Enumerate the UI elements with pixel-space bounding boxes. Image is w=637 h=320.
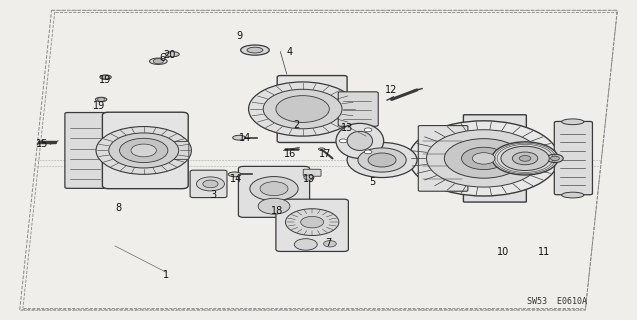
Ellipse shape — [247, 47, 263, 53]
Ellipse shape — [318, 148, 325, 150]
FancyBboxPatch shape — [190, 170, 227, 197]
Text: SW53  E0610A: SW53 E0610A — [527, 297, 587, 306]
FancyBboxPatch shape — [173, 141, 189, 159]
Text: 19: 19 — [303, 174, 315, 184]
Ellipse shape — [96, 97, 107, 102]
Circle shape — [427, 130, 541, 187]
Text: 7: 7 — [325, 238, 331, 248]
Circle shape — [550, 156, 559, 161]
Circle shape — [472, 153, 495, 164]
Circle shape — [358, 148, 406, 172]
FancyBboxPatch shape — [238, 166, 310, 217]
Circle shape — [462, 147, 506, 170]
Text: 19: 19 — [93, 101, 105, 111]
Circle shape — [276, 96, 329, 123]
Circle shape — [368, 153, 396, 167]
Ellipse shape — [347, 131, 373, 150]
Circle shape — [109, 133, 178, 168]
Ellipse shape — [150, 58, 168, 64]
Circle shape — [250, 177, 298, 201]
Circle shape — [120, 138, 168, 163]
FancyBboxPatch shape — [464, 115, 526, 202]
Circle shape — [285, 209, 339, 236]
FancyBboxPatch shape — [103, 112, 188, 189]
FancyBboxPatch shape — [303, 169, 321, 176]
Ellipse shape — [241, 45, 269, 55]
Circle shape — [512, 152, 538, 165]
Ellipse shape — [336, 123, 383, 158]
Circle shape — [547, 154, 563, 163]
Circle shape — [304, 175, 314, 180]
FancyBboxPatch shape — [277, 76, 347, 142]
Circle shape — [492, 142, 558, 175]
Circle shape — [260, 182, 288, 196]
Ellipse shape — [562, 119, 584, 124]
Ellipse shape — [228, 172, 241, 177]
Circle shape — [196, 177, 224, 191]
Circle shape — [364, 150, 372, 154]
Circle shape — [203, 180, 218, 188]
Text: 5: 5 — [369, 177, 376, 187]
Text: 12: 12 — [385, 85, 397, 95]
Ellipse shape — [562, 192, 584, 198]
Circle shape — [102, 75, 110, 79]
Circle shape — [154, 59, 164, 64]
Circle shape — [347, 142, 417, 178]
Text: 1: 1 — [163, 270, 169, 280]
Text: 10: 10 — [497, 247, 509, 257]
Circle shape — [96, 126, 191, 174]
FancyBboxPatch shape — [419, 125, 468, 191]
Text: 11: 11 — [538, 247, 550, 257]
Circle shape — [131, 144, 157, 157]
Text: 13: 13 — [341, 123, 354, 133]
Circle shape — [340, 139, 347, 143]
Circle shape — [445, 139, 523, 178]
Text: 18: 18 — [271, 206, 283, 216]
Circle shape — [97, 98, 105, 101]
Text: 4: 4 — [287, 47, 293, 57]
Circle shape — [248, 82, 357, 136]
FancyBboxPatch shape — [554, 122, 592, 195]
FancyBboxPatch shape — [338, 92, 378, 126]
Circle shape — [501, 146, 549, 171]
Circle shape — [294, 239, 317, 250]
Text: 19: 19 — [99, 75, 111, 85]
Text: 9: 9 — [236, 31, 242, 41]
FancyBboxPatch shape — [65, 113, 108, 188]
Circle shape — [409, 121, 559, 196]
Text: 8: 8 — [115, 203, 121, 213]
Text: 2: 2 — [293, 120, 299, 130]
Ellipse shape — [100, 75, 111, 79]
Circle shape — [258, 198, 290, 214]
Circle shape — [301, 216, 324, 228]
Circle shape — [519, 156, 531, 161]
Text: 15: 15 — [36, 139, 48, 149]
Circle shape — [324, 241, 336, 247]
FancyBboxPatch shape — [276, 199, 348, 252]
Circle shape — [364, 128, 372, 132]
Text: 16: 16 — [283, 148, 296, 159]
Text: 17: 17 — [318, 148, 331, 159]
Text: 3: 3 — [211, 190, 217, 200]
Circle shape — [263, 89, 342, 129]
Ellipse shape — [233, 135, 245, 140]
Ellipse shape — [166, 52, 179, 57]
Text: 14: 14 — [230, 174, 242, 184]
Text: 20: 20 — [163, 50, 175, 60]
Text: 6: 6 — [160, 53, 166, 63]
Text: 14: 14 — [240, 133, 252, 143]
